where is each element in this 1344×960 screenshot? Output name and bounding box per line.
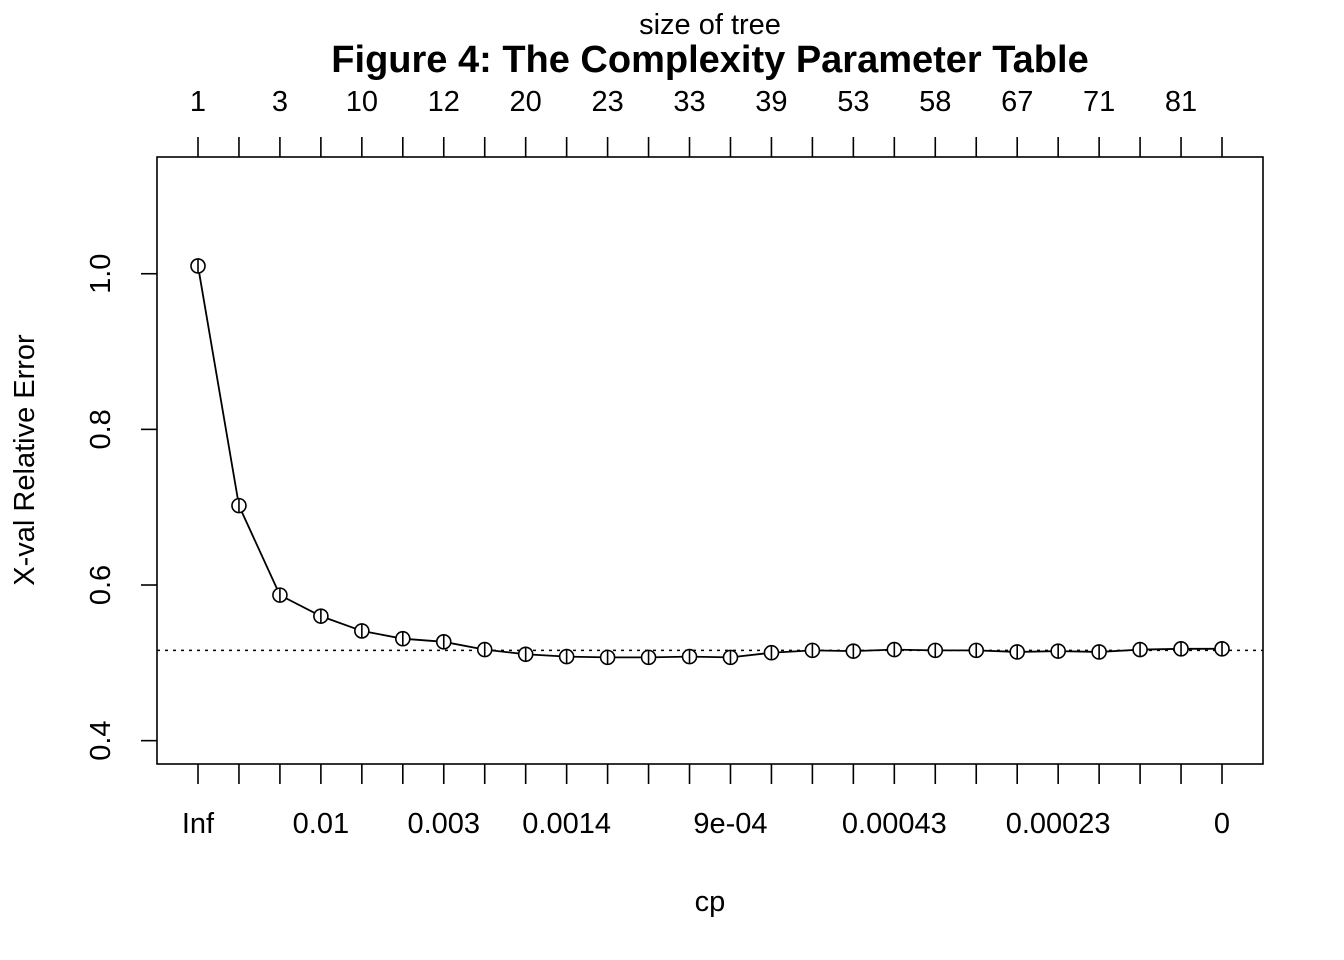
data-point <box>1132 641 1148 658</box>
top-tick-label: 20 <box>510 86 542 118</box>
x-tick-label: 0.00043 <box>842 808 947 840</box>
top-axis: 1 3 10 12 20 23 33 39 53 58 67 71 81 <box>190 86 1223 157</box>
top-tick-label: 3 <box>272 86 288 118</box>
top-axis-label: size of tree <box>639 9 781 41</box>
y-axis-label: X-val Relative Error <box>9 334 41 586</box>
data-point <box>1173 641 1189 657</box>
data-point <box>804 642 821 659</box>
data-point <box>435 634 452 650</box>
data-point <box>394 630 411 647</box>
top-tick-label: 10 <box>346 86 378 118</box>
data-points <box>190 258 1230 666</box>
data-point <box>927 642 944 659</box>
data-point <box>763 644 780 661</box>
x-tick-label: 0.0014 <box>522 808 611 840</box>
data-point <box>476 641 493 658</box>
top-tick-label: 1 <box>190 86 206 118</box>
y-tick-label: 0.6 <box>85 565 117 605</box>
x-tick-label: 0.01 <box>293 808 349 840</box>
bottom-axis: Inf 0.01 0.003 0.0014 9e-04 0.00043 0.00023 0 <box>182 764 1230 840</box>
data-point <box>722 649 739 666</box>
top-tick-label: 12 <box>428 86 460 118</box>
data-point <box>1050 643 1066 659</box>
x-axis-label: cp <box>695 886 726 918</box>
data-point <box>190 258 206 274</box>
top-tick-label: 81 <box>1165 86 1197 118</box>
data-point <box>231 497 247 514</box>
x-tick-label: Inf <box>182 808 215 840</box>
data-point <box>1214 641 1230 657</box>
data-point <box>1091 644 1107 660</box>
x-tick-label: 9e-04 <box>693 808 767 840</box>
series-line <box>197 265 1222 659</box>
top-tick-label: 33 <box>673 86 705 118</box>
data-point <box>968 642 985 659</box>
data-point <box>640 649 657 666</box>
data-point <box>558 648 575 665</box>
data-point <box>313 608 329 624</box>
data-point <box>354 623 370 639</box>
y-tick-label: 1.0 <box>85 254 117 294</box>
y-tick-label: 0.8 <box>85 409 117 449</box>
data-point <box>599 649 616 666</box>
top-tick-label: 71 <box>1083 86 1115 118</box>
data-point <box>1009 644 1026 660</box>
y-axis: 0.4 0.6 0.8 1.0 <box>85 254 157 761</box>
plot-frame <box>156 156 1264 765</box>
x-tick-label: 0.003 <box>407 808 480 840</box>
top-tick-label: 23 <box>591 86 623 118</box>
top-tick-label: 58 <box>919 86 951 118</box>
top-tick-label: 39 <box>755 86 787 118</box>
x-tick-label: 0.00023 <box>1006 808 1111 840</box>
data-point <box>845 643 862 659</box>
data-point <box>681 648 698 665</box>
chart-title: Figure 4: The Complexity Parameter Table <box>331 39 1088 81</box>
data-point <box>886 641 903 658</box>
top-tick-label: 67 <box>1001 86 1033 118</box>
data-point <box>517 646 534 663</box>
y-tick-label: 0.4 <box>85 720 117 760</box>
x-tick-label: 0 <box>1214 808 1230 840</box>
data-point <box>272 587 288 603</box>
top-tick-label: 53 <box>837 86 869 118</box>
